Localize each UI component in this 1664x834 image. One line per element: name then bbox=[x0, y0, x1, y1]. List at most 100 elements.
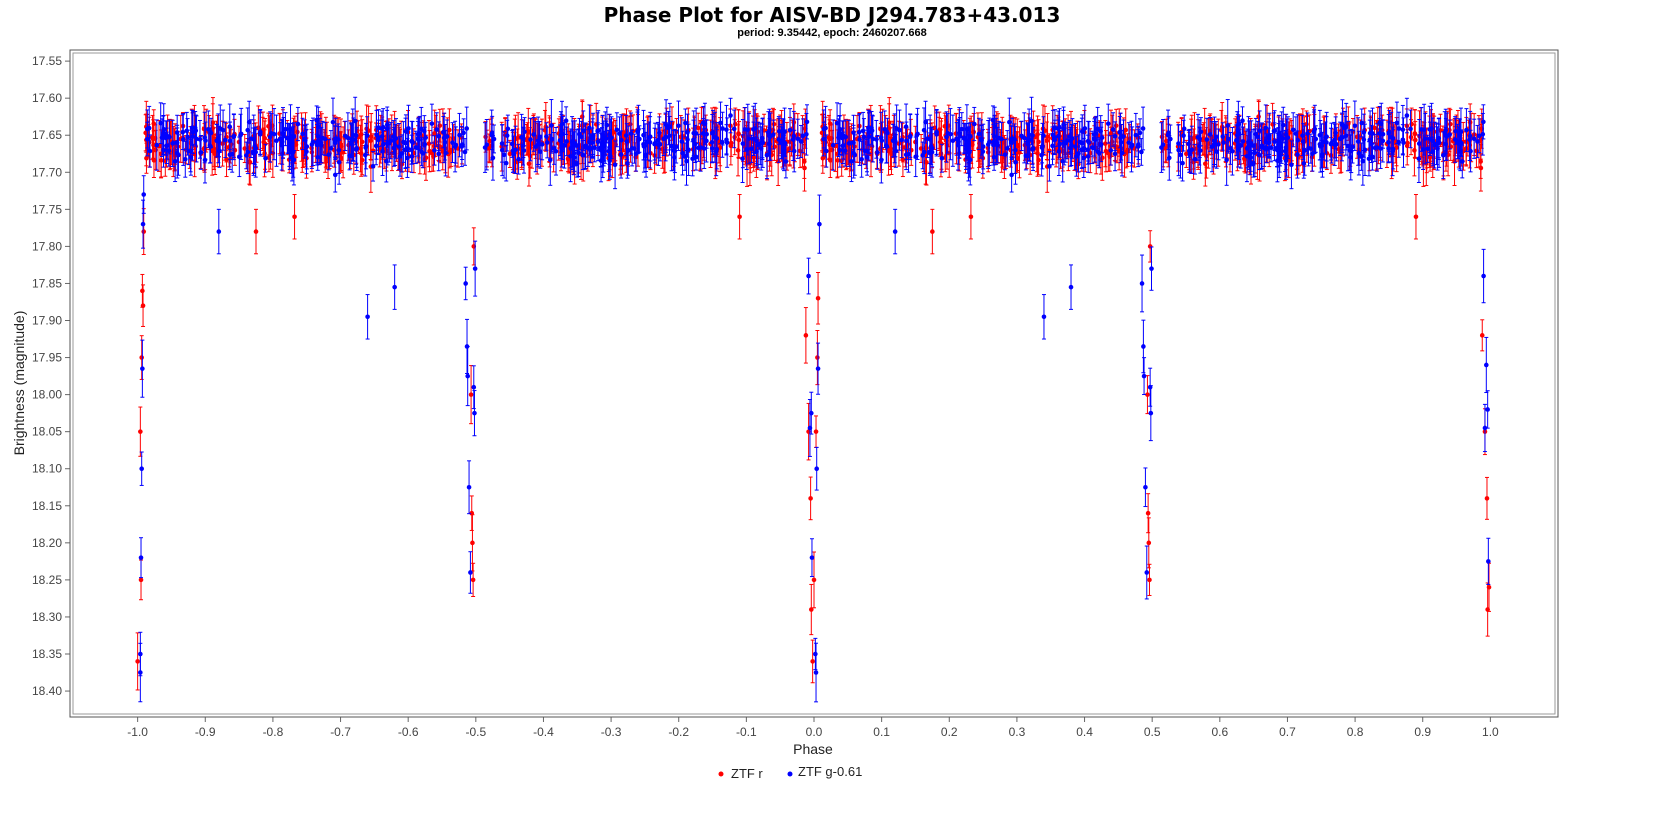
ztf-r-point bbox=[1203, 161, 1208, 167]
ztf-g-point bbox=[300, 131, 305, 137]
ztf-r-point bbox=[515, 135, 521, 140]
ztf-g-point bbox=[328, 146, 334, 151]
ztf-g-point bbox=[539, 142, 545, 147]
ztf-r-point bbox=[359, 139, 365, 145]
ztf-g-point bbox=[531, 132, 537, 137]
ztf-r-point bbox=[1413, 214, 1419, 220]
ztf-r-point bbox=[140, 288, 145, 294]
ztf-g-point bbox=[842, 148, 848, 154]
ztf-r-point bbox=[220, 141, 225, 146]
ztf-r-point bbox=[1448, 121, 1453, 127]
x-tick-label: 1.0 bbox=[1482, 725, 1499, 739]
ztf-r-point bbox=[1102, 141, 1108, 146]
ztf-g-point bbox=[686, 147, 691, 153]
ztf-r-point bbox=[338, 142, 344, 148]
ztf-g-point bbox=[283, 126, 288, 132]
ztf-g-point bbox=[563, 118, 569, 124]
ztf-r-point bbox=[253, 229, 259, 234]
y-tick-label: 17.70 bbox=[32, 165, 62, 179]
ztf-g-point bbox=[856, 129, 862, 135]
y-tick-label: 18.15 bbox=[32, 499, 62, 513]
x-tick-label: 0.6 bbox=[1211, 725, 1228, 739]
ztf-g-point bbox=[420, 151, 426, 156]
y-tick-label: 18.00 bbox=[32, 388, 62, 402]
ztf-r-point bbox=[1108, 131, 1114, 136]
ztf-r-point bbox=[908, 148, 914, 153]
ztf-g-point bbox=[1293, 131, 1299, 136]
ztf-g-point bbox=[1268, 145, 1274, 151]
ztf-r-point bbox=[1287, 130, 1293, 135]
ztf-r-point bbox=[507, 151, 513, 157]
ztf-g-point bbox=[274, 138, 279, 144]
ztf-r-point bbox=[210, 120, 216, 125]
ztf-r-point bbox=[808, 607, 814, 612]
y-tick-label: 17.65 bbox=[32, 128, 62, 142]
ztf-r-point bbox=[828, 158, 833, 163]
ztf-g-point bbox=[1004, 146, 1010, 151]
ztf-r-point bbox=[1452, 159, 1457, 164]
ztf-g-point bbox=[1290, 127, 1296, 133]
ztf-g-point bbox=[899, 137, 905, 143]
ztf-g-point bbox=[1240, 118, 1245, 124]
y-tick-label: 18.10 bbox=[32, 462, 62, 476]
ztf-r-point bbox=[900, 157, 906, 162]
x-tick-label: -1.0 bbox=[127, 725, 148, 739]
ztf-r-point bbox=[135, 659, 140, 664]
ztf-r-point bbox=[1409, 121, 1414, 127]
ztf-r-point bbox=[736, 131, 741, 137]
ztf-g-point bbox=[1221, 140, 1226, 145]
ztf-g-point bbox=[939, 155, 945, 161]
ztf-r-point bbox=[1145, 392, 1150, 397]
ztf-r-point bbox=[1147, 577, 1152, 583]
ztf-r-point bbox=[1479, 333, 1485, 338]
ztf-r-point bbox=[1448, 144, 1454, 150]
ztf-r-point bbox=[1427, 154, 1433, 160]
ztf-g-point bbox=[229, 151, 235, 157]
ztf-g-point bbox=[875, 150, 880, 155]
ztf-r-point bbox=[930, 229, 935, 234]
ztf-r-point bbox=[526, 161, 532, 167]
ztf-r-point bbox=[247, 160, 253, 165]
x-tick-label: -0.3 bbox=[601, 725, 622, 739]
ztf-g-point bbox=[612, 162, 618, 168]
ztf-r-point bbox=[141, 229, 147, 234]
chart-title: Phase Plot for AISV-BD J294.783+43.013 bbox=[603, 3, 1061, 27]
ztf-g-point bbox=[959, 126, 965, 132]
x-tick-label: 0.7 bbox=[1279, 725, 1296, 739]
y-tick-label: 17.55 bbox=[32, 54, 62, 68]
ztf-g-point bbox=[1180, 160, 1185, 166]
ztf-r-point bbox=[611, 150, 617, 155]
ztf-g-point bbox=[861, 134, 867, 140]
x-tick-label: -0.2 bbox=[668, 725, 689, 739]
ztf-r-point bbox=[1036, 139, 1041, 145]
ztf-r-point bbox=[224, 157, 229, 162]
ztf-r-point bbox=[811, 577, 817, 583]
ztf-g-point bbox=[223, 137, 228, 143]
ztf-r-point bbox=[1183, 151, 1189, 157]
ztf-g-point bbox=[1394, 120, 1400, 126]
ztf-r-point bbox=[140, 303, 146, 308]
ztf-r-point bbox=[771, 121, 777, 127]
y-tick-label: 18.20 bbox=[32, 536, 62, 550]
ztf-r-point bbox=[815, 295, 821, 301]
ztf-r-point bbox=[924, 160, 929, 165]
ztf-g-point bbox=[1289, 162, 1294, 168]
ztf-g-point bbox=[1362, 147, 1368, 153]
x-tick-label: 0.1 bbox=[873, 725, 890, 739]
x-tick-label: 0.9 bbox=[1414, 725, 1431, 739]
x-tick-label: -0.1 bbox=[736, 725, 757, 739]
ztf-g-point bbox=[1300, 133, 1305, 138]
ztf-r-point bbox=[468, 392, 474, 397]
ztf-r-point bbox=[1408, 134, 1414, 140]
ztf-g-point bbox=[564, 139, 569, 144]
ztf-r-point bbox=[775, 159, 781, 164]
ztf-r-point bbox=[1484, 496, 1490, 501]
ztf-g-point bbox=[1207, 132, 1213, 137]
ztf-g-point bbox=[413, 145, 419, 150]
ztf-r-point bbox=[813, 429, 819, 434]
y-tick-label: 18.25 bbox=[32, 573, 62, 587]
x-tick-label: -0.4 bbox=[533, 725, 554, 739]
ztf-r-point bbox=[1146, 540, 1152, 546]
ztf-r-point bbox=[772, 144, 777, 150]
